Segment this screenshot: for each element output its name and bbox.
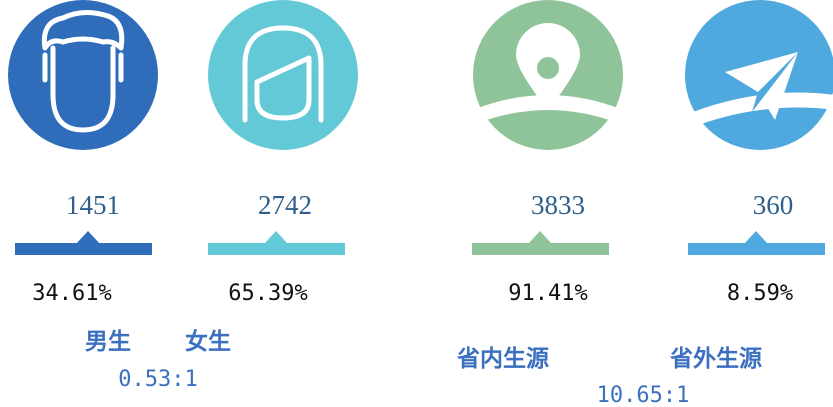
bar-pointer	[264, 231, 288, 244]
underline-bar	[208, 243, 345, 255]
icon	[41, 10, 125, 133]
percent: 8.59%	[727, 281, 793, 306]
ratio: 0.53:1	[118, 367, 197, 392]
count: 360	[753, 190, 794, 220]
underline-bar	[15, 243, 152, 255]
icons	[8, 0, 833, 150]
icon-circle	[208, 0, 358, 150]
bar-pointer	[744, 231, 768, 244]
group-label: 女生	[185, 328, 231, 355]
count: 3833	[531, 190, 585, 220]
count: 1451	[66, 190, 120, 220]
percent: 34.61%	[32, 281, 111, 306]
percent: 65.39%	[228, 281, 307, 306]
icon	[242, 25, 324, 123]
count: 2742	[258, 190, 312, 220]
underline-bar	[688, 243, 825, 255]
bar-pointer	[76, 231, 100, 244]
group-label: 男生	[85, 329, 131, 355]
group-label: 省外生源	[669, 345, 762, 372]
icon	[685, 52, 833, 130]
bar-pointer	[528, 231, 552, 244]
group-label: 省内生源	[456, 346, 549, 372]
underline-bar	[472, 243, 609, 255]
ratio: 10.65:1	[597, 383, 690, 407]
percent: 91.41%	[508, 281, 587, 306]
icon	[473, 23, 623, 125]
